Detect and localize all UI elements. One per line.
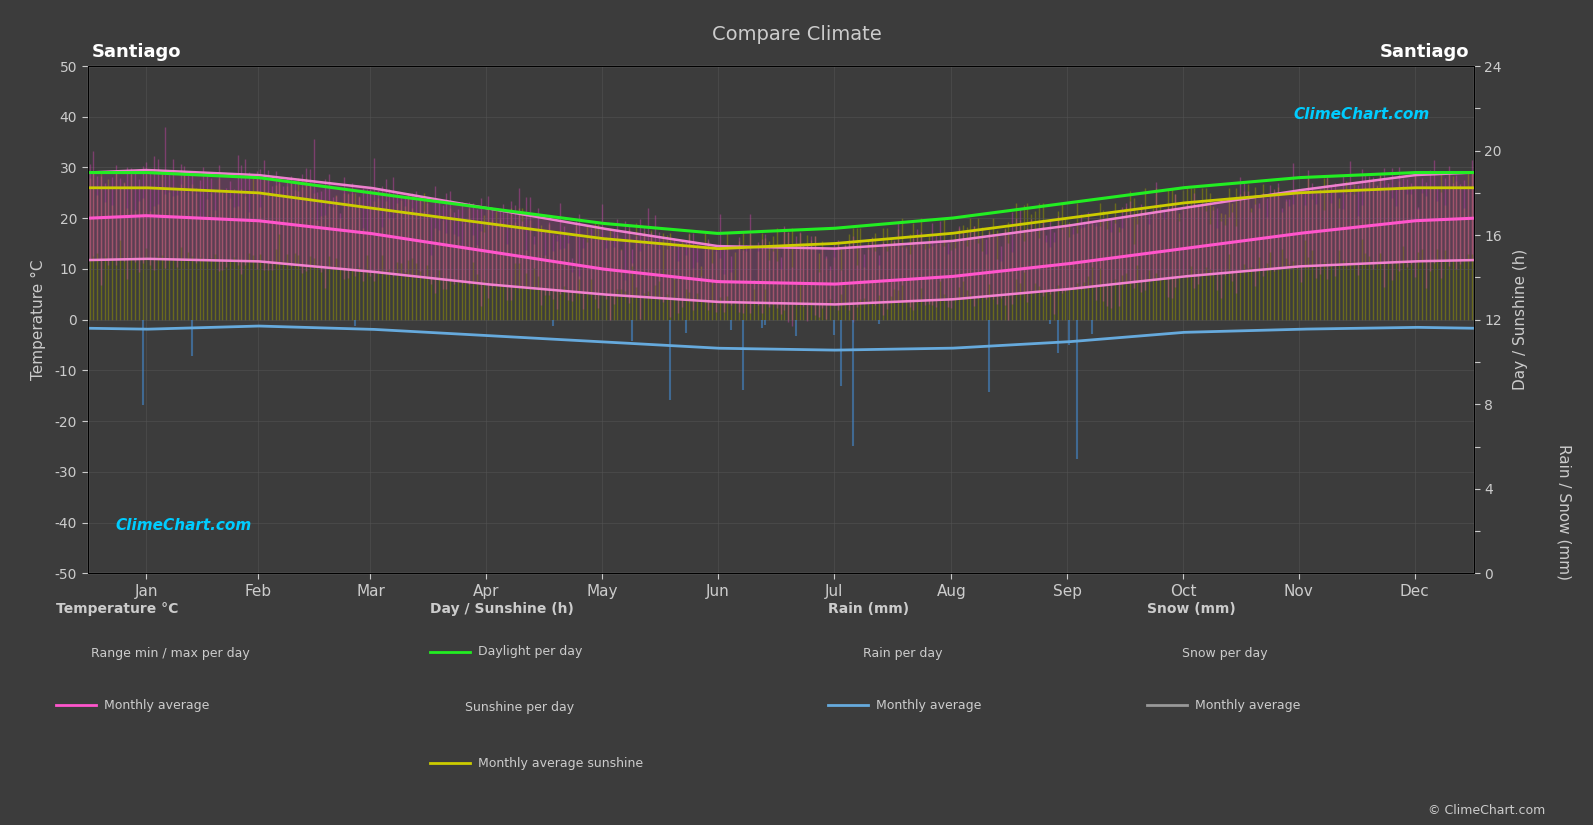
Text: Daylight per day: Daylight per day (478, 645, 583, 658)
Text: Rain / Snow (mm): Rain / Snow (mm) (1556, 444, 1572, 579)
Text: Day / Sunshine (h): Day / Sunshine (h) (430, 602, 573, 616)
Text: Snow (mm): Snow (mm) (1147, 602, 1236, 616)
Text: Rain (mm): Rain (mm) (828, 602, 910, 616)
Text: Sunshine per day: Sunshine per day (465, 700, 575, 714)
Text: ClimeChart.com: ClimeChart.com (115, 518, 252, 533)
Text: Monthly average: Monthly average (876, 699, 981, 712)
Text: Snow per day: Snow per day (1182, 647, 1268, 660)
Text: Monthly average: Monthly average (104, 699, 209, 712)
Text: Santiago: Santiago (1380, 43, 1469, 61)
Text: Temperature °C: Temperature °C (56, 602, 178, 616)
Text: Monthly average: Monthly average (1195, 699, 1300, 712)
Y-axis label: Temperature °C: Temperature °C (32, 259, 46, 380)
Text: © ClimeChart.com: © ClimeChart.com (1427, 804, 1545, 817)
Text: Santiago: Santiago (92, 43, 182, 61)
Text: Compare Climate: Compare Climate (712, 25, 881, 44)
Text: Monthly average sunshine: Monthly average sunshine (478, 757, 644, 770)
Text: ClimeChart.com: ClimeChart.com (1294, 106, 1429, 121)
Text: Rain per day: Rain per day (863, 647, 943, 660)
Y-axis label: Day / Sunshine (h): Day / Sunshine (h) (1513, 249, 1528, 390)
Text: Range min / max per day: Range min / max per day (91, 647, 250, 660)
